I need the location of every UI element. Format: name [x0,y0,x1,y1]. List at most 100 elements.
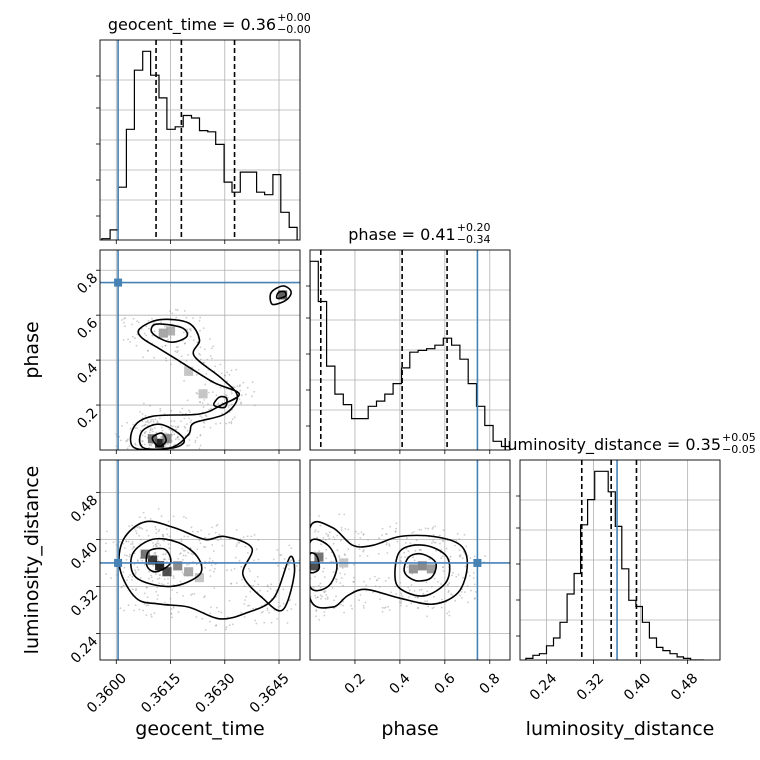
sample-point [186,423,188,425]
sample-point [290,559,293,562]
sample-point [440,548,443,551]
sample-point [282,588,285,591]
panel-grid-2-2 [520,460,720,660]
sample-point [286,609,289,612]
sample-point [233,567,236,570]
sample-point [246,535,249,538]
sample-point [304,534,306,536]
sample-point [306,531,308,533]
sample-point [125,540,128,543]
sample-point [362,550,364,553]
sample-point [290,547,293,549]
sample-point [147,534,150,537]
sample-point [318,618,321,621]
sample-point [189,451,191,453]
sample-point [155,590,158,593]
sample-point [248,568,250,570]
sample-point [277,601,280,604]
sample-point [131,541,134,543]
sample-point [148,571,150,573]
sample-point [148,444,151,446]
sample-point [322,570,324,573]
sample-point [128,525,131,527]
sample-point [115,433,117,435]
sample-point [143,332,146,335]
sample-point [286,622,289,624]
sample-point [157,555,159,558]
sample-point [388,543,390,546]
sample-point [413,531,415,533]
sample-point [130,543,132,545]
contour-line [138,423,186,450]
sample-point [199,415,202,417]
sample-point [209,338,211,340]
y-tick-label: 0.32 [68,586,101,619]
sample-point [301,598,303,600]
sample-point [252,607,255,610]
sample-point [230,569,233,571]
sample-point [388,609,391,611]
sample-point [408,589,411,592]
sample-point [128,555,131,558]
sample-point [219,386,222,389]
sample-point [350,604,352,607]
sample-point [365,584,368,587]
sample-point [187,563,190,566]
density-cell [408,564,418,574]
sample-point [172,575,175,578]
sample-point [164,456,166,458]
sample-point [203,426,206,428]
sample-point [385,542,388,544]
title-minus-error: −0.05 [722,443,756,456]
sample-point [133,552,136,555]
sample-point [154,553,157,556]
sample-point [118,454,120,456]
sample-point [228,599,231,602]
sample-point [190,453,192,455]
sample-point [122,584,125,587]
sample-point [151,428,154,430]
sample-point [276,549,279,551]
sample-point [155,532,158,534]
sample-point [236,385,239,388]
sample-point [215,394,218,397]
sample-point [432,526,435,529]
sample-point [150,427,152,430]
sample-point [323,611,326,613]
sample-point [288,544,291,547]
sample-point [197,368,200,371]
sample-point [260,611,263,614]
sample-point [132,423,135,426]
sample-point [155,573,157,576]
sample-point [395,522,398,525]
sample-point [167,520,170,523]
sample-point [167,338,170,341]
sample-point [418,589,421,591]
sample-point [142,356,145,358]
sample-point [169,337,172,339]
sample-point [208,533,211,536]
sample-point [377,552,380,555]
sample-point [188,417,191,420]
sample-point [185,564,188,566]
sample-point [161,429,164,432]
sample-point [376,579,378,582]
sample-point [208,391,210,394]
sample-point [143,603,146,605]
sample-point [342,584,344,587]
sample-point [154,418,157,421]
sample-point [138,535,141,537]
sample-point [395,593,398,595]
sample-point [249,570,251,573]
sample-point [225,628,227,631]
sample-point [400,600,403,603]
sample-point [211,560,214,562]
sample-point [249,590,252,593]
sample-point [124,325,126,328]
sample-point [180,355,183,358]
sample-point [347,528,350,531]
sample-point [183,379,186,382]
sample-point [302,570,304,572]
sample-point [321,595,323,598]
